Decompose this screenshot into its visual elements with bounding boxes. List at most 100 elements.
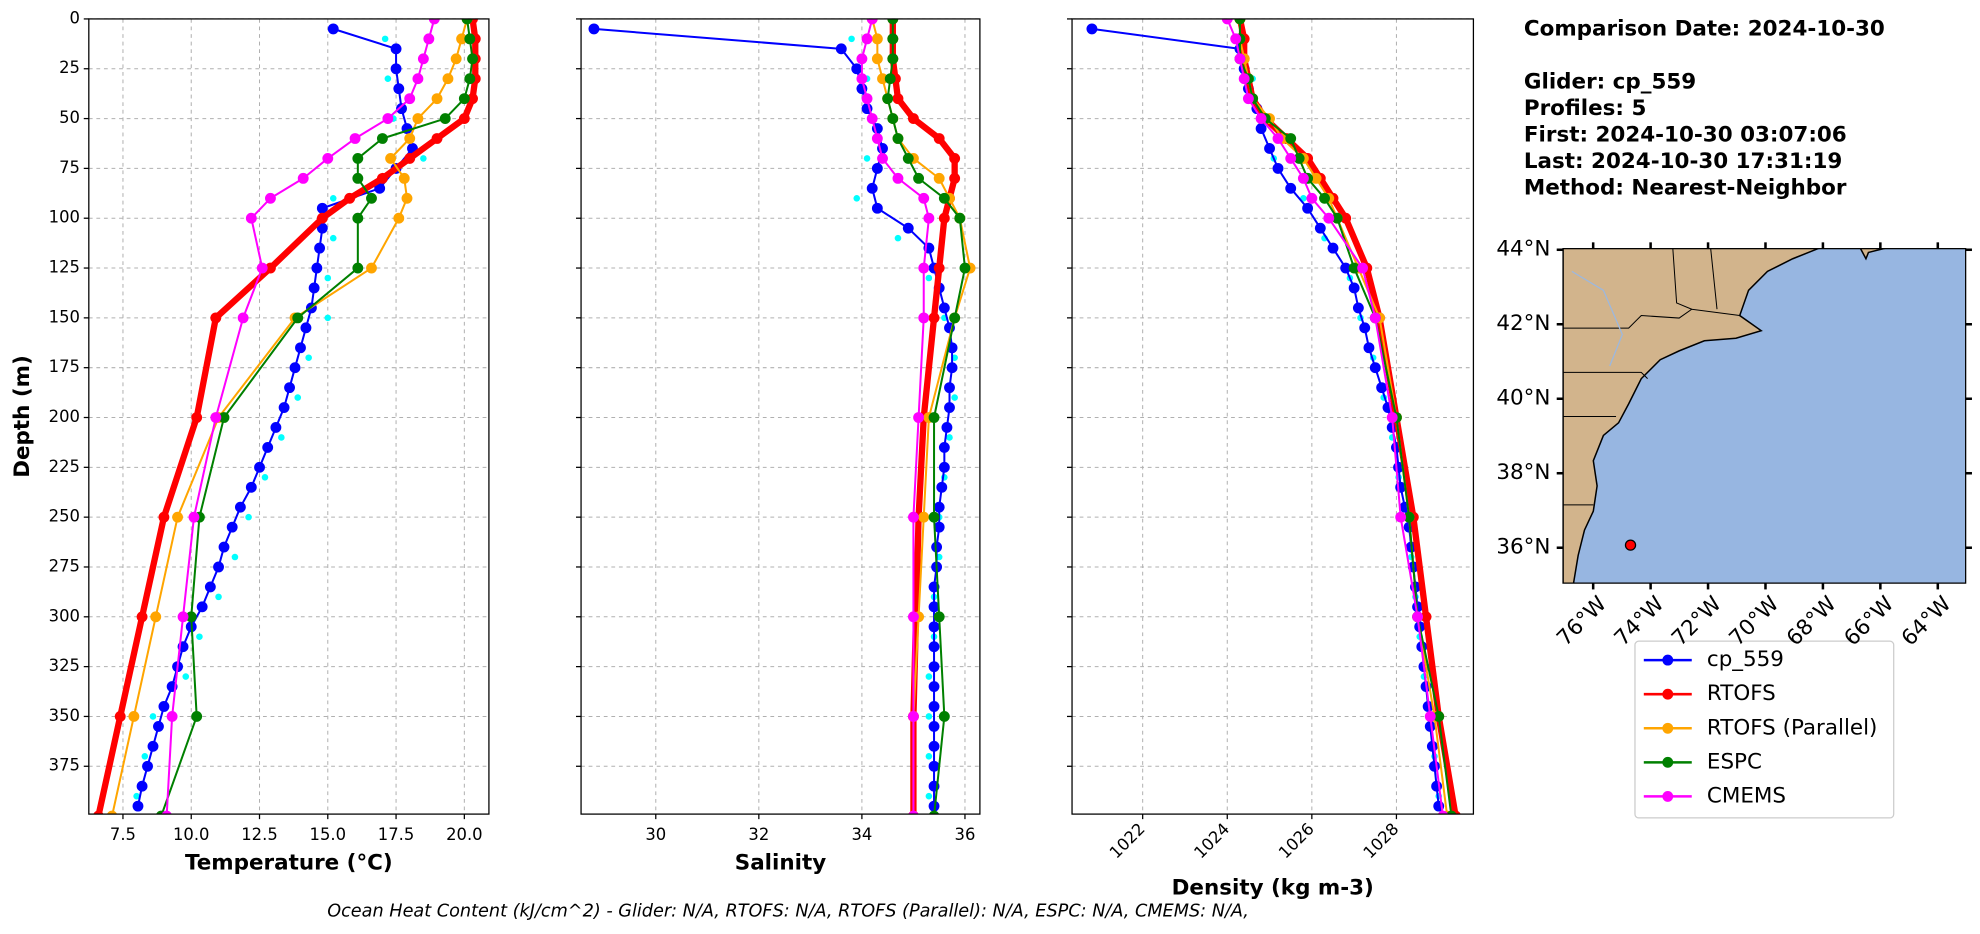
axes-frame — [88, 18, 490, 815]
series-marker — [196, 601, 208, 613]
series-marker — [851, 63, 863, 75]
series-marker — [106, 810, 118, 815]
info-line: First: 2024-10-30 03:07:06 — [1524, 122, 1847, 147]
series-marker — [316, 222, 328, 234]
series-marker — [1319, 192, 1330, 204]
series-marker — [933, 172, 945, 184]
series-marker — [393, 83, 405, 95]
series-marker — [866, 182, 878, 194]
glider-point — [329, 195, 337, 202]
series-marker — [1327, 242, 1339, 254]
info-line: Last: 2024-10-30 17:31:19 — [1524, 149, 1842, 174]
series-marker — [404, 133, 416, 144]
series-marker — [918, 511, 930, 523]
legend-marker — [1662, 722, 1674, 734]
series-marker — [913, 412, 925, 423]
series-marker — [954, 212, 966, 224]
info-line: Method: Nearest-Neighbor — [1524, 175, 1847, 200]
glider-point — [329, 234, 337, 242]
series-marker — [458, 113, 470, 125]
series-marker — [946, 362, 958, 374]
legend-marker — [1662, 790, 1674, 802]
x-tick-label: 1026 — [1275, 819, 1318, 862]
series-marker — [132, 800, 144, 812]
x-tick-label: 64°W — [1897, 592, 1957, 652]
series-marker — [311, 262, 323, 274]
legend-marker — [1662, 756, 1674, 768]
series-marker — [1340, 212, 1352, 224]
y-tick-label: 225 — [49, 457, 80, 476]
series-marker — [1086, 23, 1098, 35]
series-marker — [322, 153, 334, 164]
x-tick-label: 76°W — [1552, 592, 1612, 652]
series-marker — [158, 511, 170, 523]
series-marker — [295, 342, 306, 354]
legend-label: RTOFS (Parallel) — [1707, 715, 1878, 740]
y-tick-label: 175 — [49, 357, 80, 376]
series-marker — [936, 481, 948, 493]
series-marker — [928, 681, 940, 692]
series-marker — [1340, 262, 1352, 274]
series-marker — [1293, 153, 1305, 164]
x-tick-label: 34 — [851, 825, 872, 844]
series-marker — [1395, 511, 1407, 523]
series-marker — [314, 242, 326, 254]
series-marker — [352, 212, 364, 224]
glider-point — [863, 155, 871, 162]
y-tick-label: 125 — [49, 258, 80, 277]
series-marker — [918, 262, 930, 274]
series-marker — [1323, 212, 1335, 224]
series-marker — [959, 262, 971, 274]
series-marker — [1285, 133, 1297, 144]
x-tick-label: 30 — [645, 825, 666, 844]
series-marker — [147, 740, 159, 752]
series-marker — [1426, 740, 1438, 752]
series-marker — [128, 711, 140, 722]
y-tick-label: 250 — [49, 507, 80, 526]
series-marker — [245, 212, 257, 224]
series-marker — [352, 172, 364, 184]
y-tick-label: 300 — [49, 606, 80, 625]
series-marker — [1242, 93, 1254, 105]
legend-marker — [1662, 654, 1674, 666]
series-marker — [871, 33, 883, 45]
series-marker — [928, 720, 940, 732]
series-marker — [1234, 18, 1246, 25]
glider-point — [196, 633, 203, 641]
land — [1563, 248, 1887, 584]
series-marker — [390, 63, 402, 75]
series-marker — [1403, 511, 1415, 523]
x-tick-label: 10.0 — [173, 825, 209, 844]
series-marker — [933, 262, 945, 274]
series-marker — [352, 153, 364, 164]
series-marker — [218, 541, 230, 553]
series-marker — [918, 312, 930, 324]
series-marker — [1314, 222, 1326, 234]
glider-location — [1624, 539, 1637, 551]
series-marker — [289, 362, 301, 374]
glider-point — [324, 314, 332, 322]
glider-point — [305, 354, 312, 362]
series-marker — [835, 43, 847, 55]
y-tick-label: 38°N — [1496, 460, 1550, 485]
series-marker — [871, 202, 883, 214]
series-marker — [376, 133, 388, 144]
series-marker — [928, 601, 940, 613]
series-marker — [1412, 611, 1424, 623]
x-tick-label: 15.0 — [310, 825, 347, 844]
y-tick-label: 75 — [59, 158, 80, 177]
y-tick-label: 375 — [49, 756, 80, 775]
series-marker — [856, 53, 868, 65]
series-marker — [412, 113, 424, 125]
y-tick-label: 40°N — [1496, 386, 1550, 411]
series-marker — [588, 23, 600, 35]
series-marker — [887, 113, 899, 125]
series-marker — [166, 711, 178, 722]
series-marker — [292, 312, 304, 324]
footer: Ocean Heat Content (kJ/cm^2) - Glider: N… — [327, 901, 1249, 921]
series-marker — [1386, 412, 1398, 423]
series-marker — [856, 73, 868, 85]
series-marker — [1424, 720, 1436, 732]
